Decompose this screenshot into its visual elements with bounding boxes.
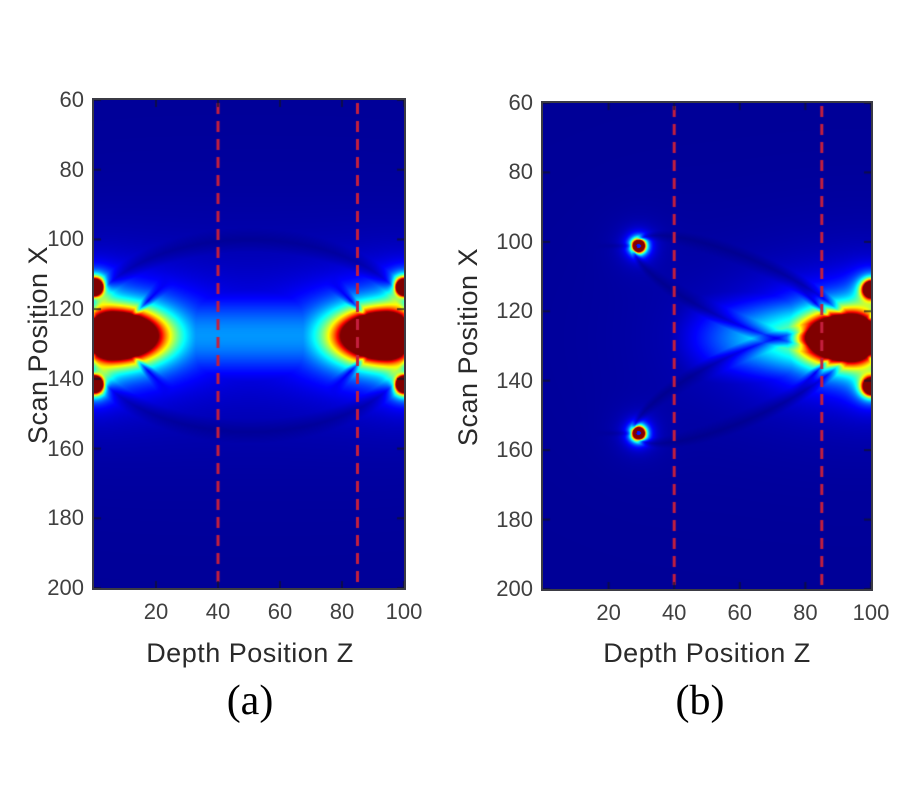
caption-a: (a)	[226, 678, 274, 724]
y-tick-label: 60	[508, 90, 533, 115]
y-tick-label: 100	[47, 226, 84, 252]
y-tick-label: 120	[47, 296, 84, 322]
y-tick-label: 60	[59, 87, 84, 112]
y-tick-label: 160	[496, 437, 533, 463]
y-tick-label: 80	[59, 156, 84, 182]
y-tick-label: 140	[496, 367, 533, 393]
heatmap-panel-a	[92, 98, 406, 590]
y-tick-label: 200	[496, 576, 533, 601]
y-tick-label: 180	[496, 506, 533, 532]
x-tick-label: 20	[596, 600, 621, 625]
x-axis-label-b: Depth Position Z	[603, 638, 811, 668]
x-axis-label-a: Depth Position Z	[146, 638, 354, 668]
y-tick-label: 200	[47, 575, 84, 600]
y-tick-label: 100	[496, 228, 533, 254]
y-tick-label: 160	[47, 435, 84, 461]
x-tick-label: 40	[205, 599, 231, 624]
x-tick-label: 80	[793, 600, 818, 625]
x-tick-label: 60	[727, 600, 753, 625]
y-tick-label: 120	[496, 298, 533, 324]
x-tick-label: 100	[385, 599, 423, 624]
caption-b: (b)	[675, 678, 725, 724]
x-tick-label: 80	[329, 599, 355, 624]
x-tick-label: 20	[143, 599, 169, 624]
heatmap-panel-b	[541, 101, 873, 591]
y-tick-label: 80	[508, 159, 533, 185]
y-tick-label: 140	[47, 365, 84, 391]
x-tick-label: 60	[267, 599, 293, 624]
x-tick-label: 40	[661, 600, 687, 625]
y-tick-label: 180	[47, 505, 84, 531]
x-tick-label: 100	[852, 600, 890, 625]
